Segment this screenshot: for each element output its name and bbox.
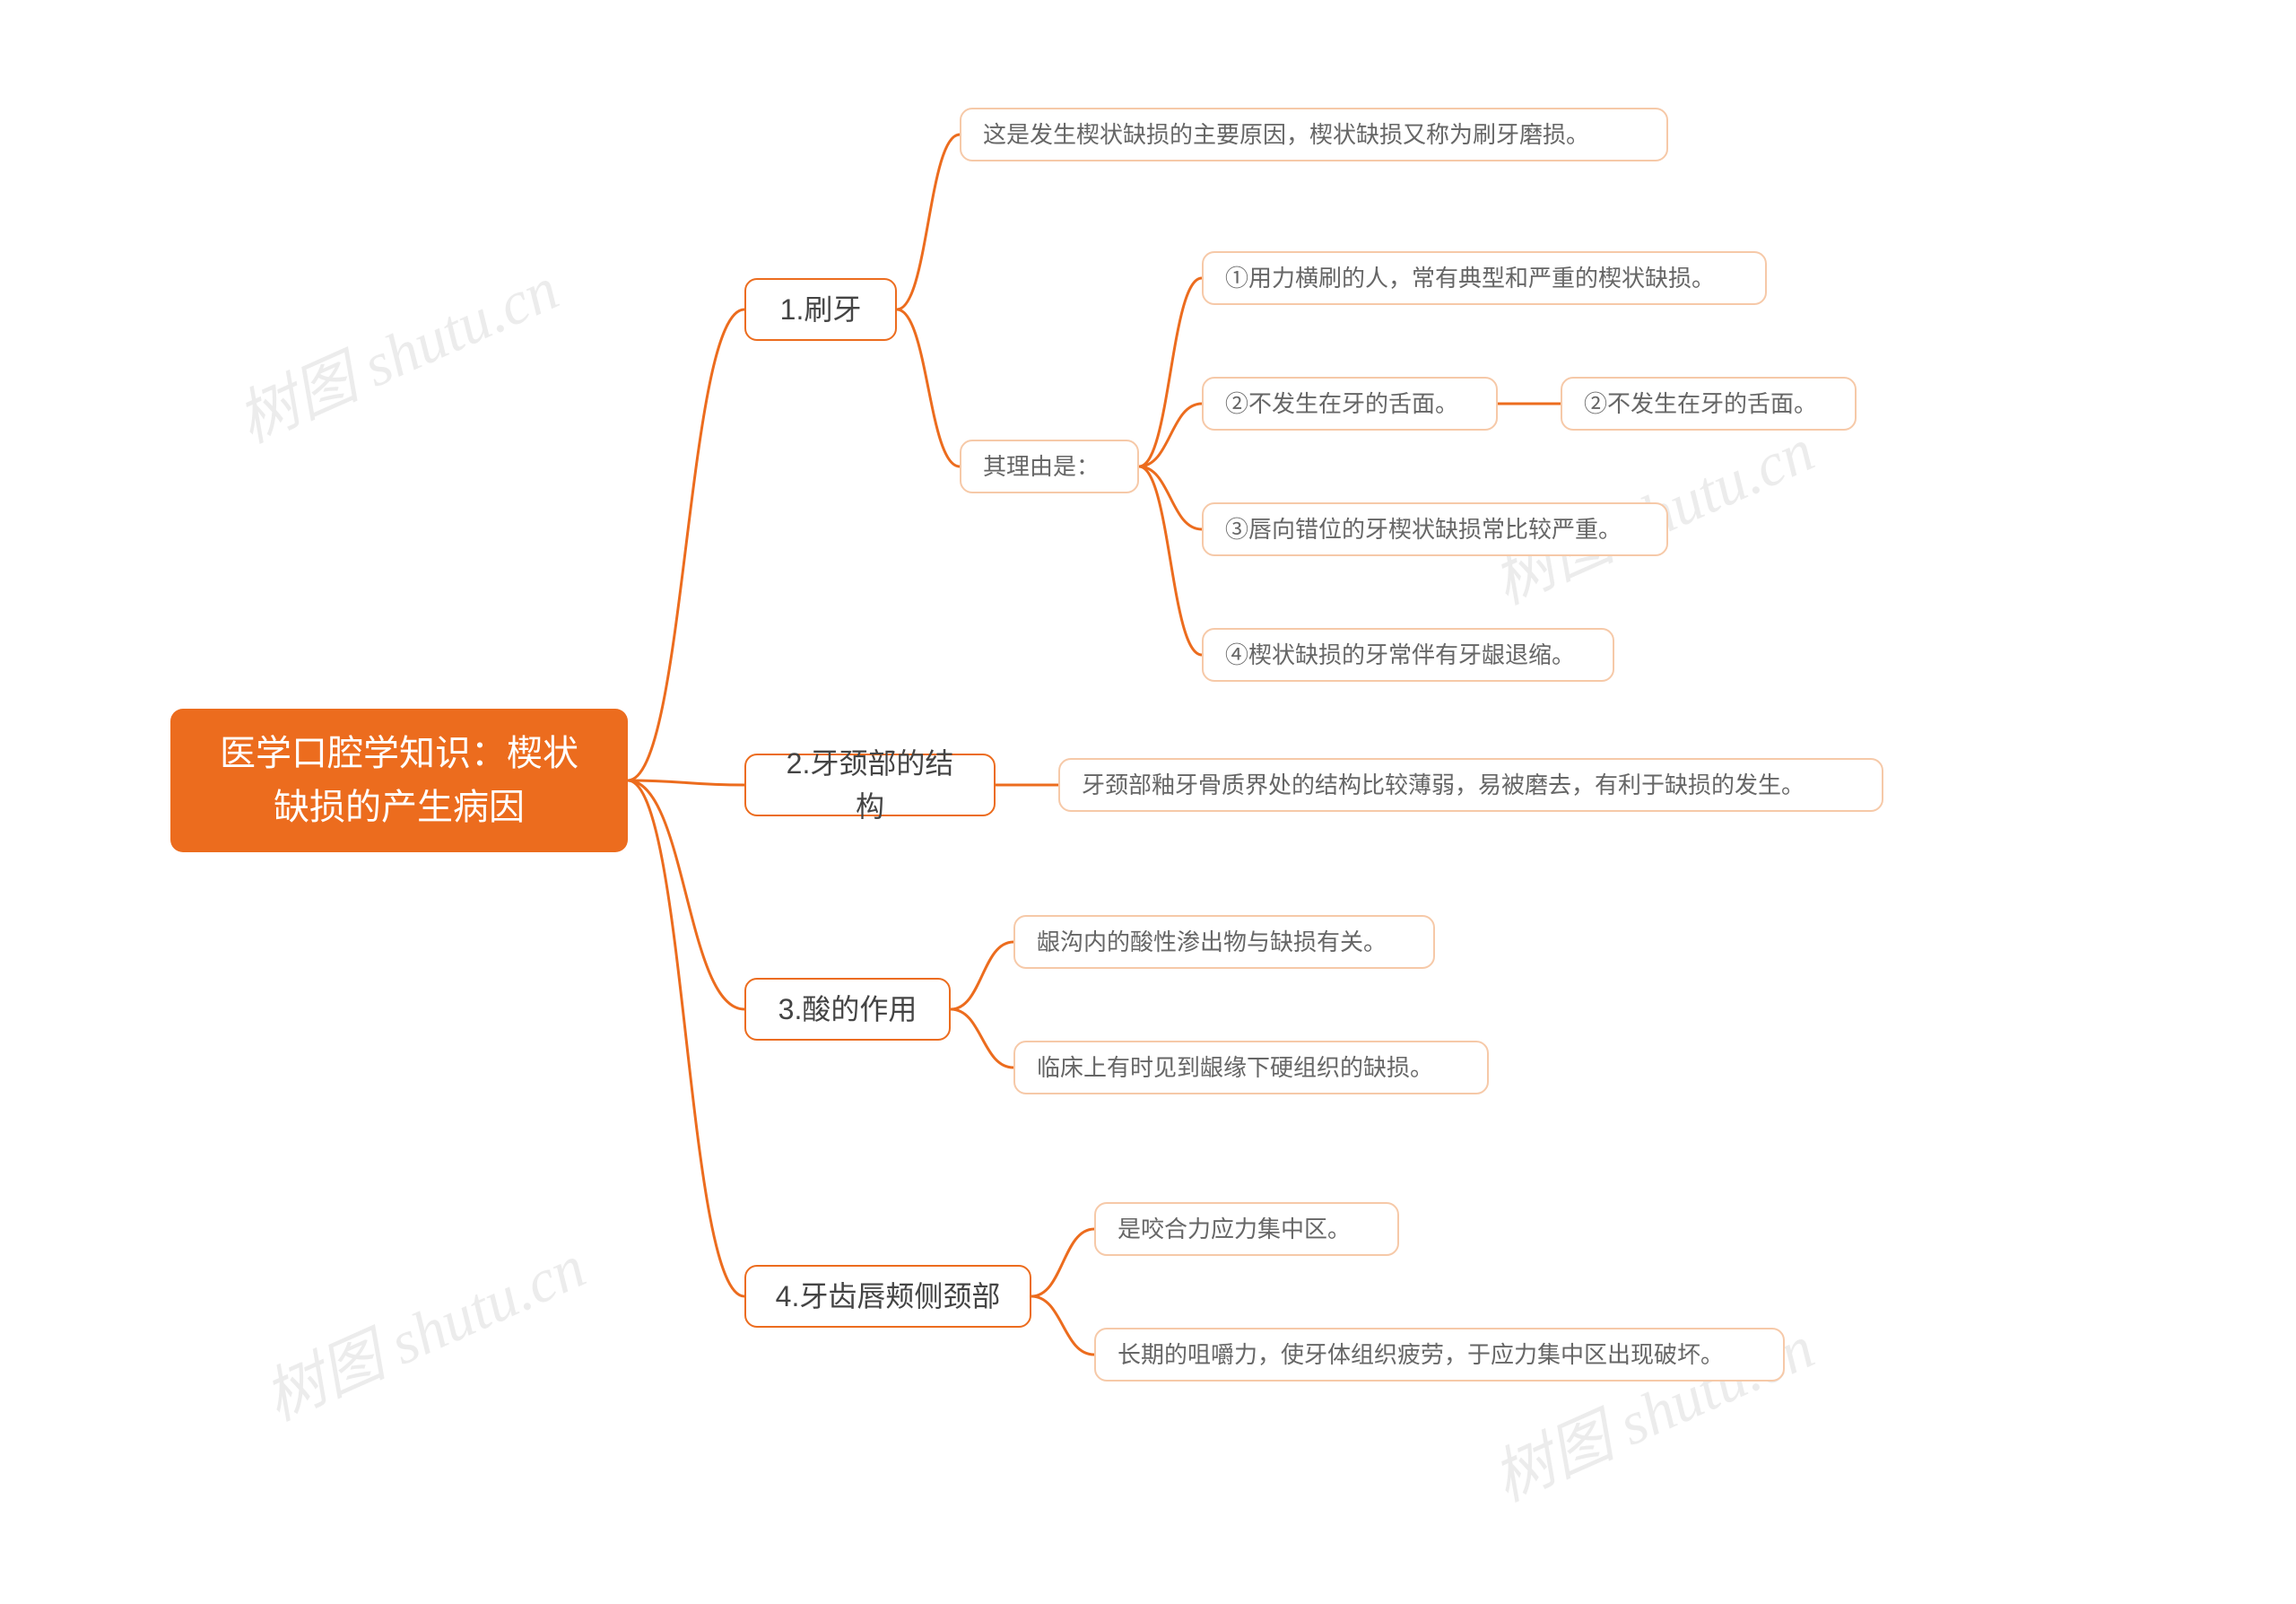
leaf-text: ①用力横刷的人，常有典型和严重的楔状缺损。	[1225, 261, 1715, 296]
branch-4-child-1: 是咬合力应力集中区。	[1094, 1202, 1399, 1256]
root-node: 医学口腔学知识：楔状 缺损的产生病因	[170, 709, 628, 852]
leaf-text: 牙颈部釉牙骨质界处的结构比较薄弱，易被磨去，有利于缺损的发生。	[1082, 768, 1805, 803]
leaf-text: 这是发生楔状缺损的主要原因，楔状缺损又称为刷牙磨损。	[983, 118, 1589, 153]
branch-3-child-2: 临床上有时见到龈缘下硬组织的缺损。	[1013, 1041, 1489, 1094]
branch-3: 3.酸的作用	[744, 978, 951, 1041]
leaf-text: ④楔状缺损的牙常伴有牙龈退缩。	[1225, 638, 1575, 673]
branch-4-label: 4.牙齿唇颊侧颈部	[776, 1275, 1001, 1318]
leaf-text: 临床上有时见到龈缘下硬组织的缺损。	[1037, 1050, 1433, 1085]
branch-1-child-1: 这是发生楔状缺损的主要原因，楔状缺损又称为刷牙磨损。	[960, 108, 1668, 161]
branch-1-child-2b1: ②不发生在牙的舌面。	[1561, 377, 1857, 431]
branch-3-label: 3.酸的作用	[778, 988, 918, 1031]
branch-3-child-1: 龈沟内的酸性渗出物与缺损有关。	[1013, 915, 1435, 969]
leaf-text: 其理由是：	[983, 449, 1100, 484]
leaf-text: 长期的咀嚼力，使牙体组织疲劳，于应力集中区出现破坏。	[1118, 1338, 1724, 1373]
watermark: 树图 shutu.cn	[248, 1217, 596, 1438]
branch-4: 4.牙齿唇颊侧颈部	[744, 1265, 1031, 1328]
leaf-text: 龈沟内的酸性渗出物与缺损有关。	[1037, 925, 1387, 960]
leaf-text: 是咬合力应力集中区。	[1118, 1212, 1351, 1247]
branch-1-child-2: 其理由是：	[960, 440, 1139, 493]
branch-1-label: 1.刷牙	[780, 288, 862, 331]
root-line1: 医学口腔学知识：楔状	[220, 734, 578, 773]
branch-1-child-2c: ③唇向错位的牙楔状缺损常比较严重。	[1202, 502, 1668, 556]
branch-1-child-2a: ①用力横刷的人，常有典型和严重的楔状缺损。	[1202, 251, 1767, 305]
leaf-text: ③唇向错位的牙楔状缺损常比较严重。	[1225, 512, 1622, 547]
leaf-text: ②不发生在牙的舌面。	[1584, 387, 1817, 422]
branch-4-child-2: 长期的咀嚼力，使牙体组织疲劳，于应力集中区出现破坏。	[1094, 1328, 1785, 1382]
branch-1-child-2d: ④楔状缺损的牙常伴有牙龈退缩。	[1202, 628, 1614, 682]
watermark: 树图 shutu.cn	[221, 240, 570, 460]
leaf-text: ②不发生在牙的舌面。	[1225, 387, 1458, 422]
branch-1-child-2b: ②不发生在牙的舌面。	[1202, 377, 1498, 431]
root-line2: 缺损的产生病因	[274, 788, 525, 827]
branch-2: 2.牙颈部的结构	[744, 754, 996, 816]
branch-2-label: 2.牙颈部的结构	[773, 742, 967, 828]
branch-2-child-1: 牙颈部釉牙骨质界处的结构比较薄弱，易被磨去，有利于缺损的发生。	[1058, 758, 1883, 812]
branch-1: 1.刷牙	[744, 278, 897, 341]
